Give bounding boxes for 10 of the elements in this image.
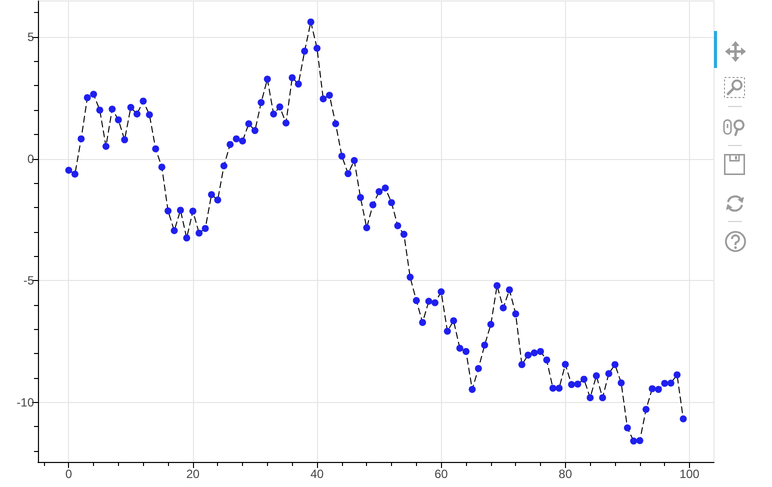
y-tick-label: -10 bbox=[16, 395, 34, 410]
x-tick-label: 20 bbox=[186, 467, 200, 481]
x-tick-label: 0 bbox=[65, 467, 72, 481]
x-tick-label: 60 bbox=[434, 467, 448, 481]
y-tick-label: 0 bbox=[27, 152, 34, 166]
x-tick-label: 100 bbox=[679, 467, 700, 481]
x-tick-label: 80 bbox=[558, 467, 572, 481]
x-tick-label: 40 bbox=[310, 467, 324, 481]
y-tick-label: 5 bbox=[27, 30, 34, 44]
y-tick-label: -5 bbox=[23, 274, 34, 288]
